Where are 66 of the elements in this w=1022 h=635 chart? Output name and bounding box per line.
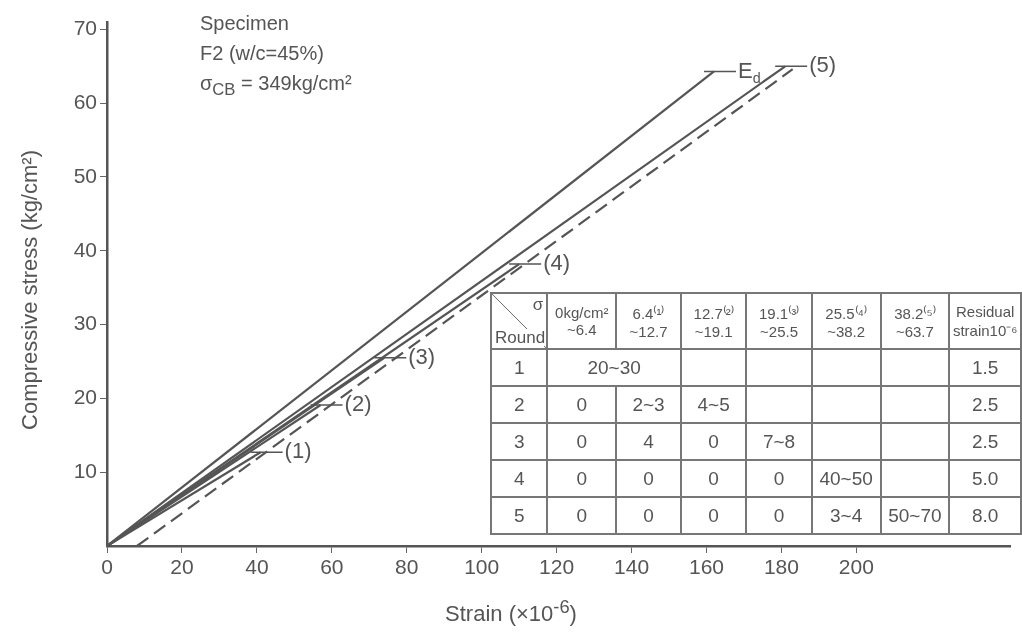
text: 0 — [576, 467, 588, 489]
x-tick-label: 0kg/cm² ~6.4 — [547, 293, 617, 349]
text: 50~70 — [888, 504, 942, 526]
text: 0 — [773, 504, 785, 526]
x-tick-label: 60 — [320, 555, 344, 579]
text: 40~50 — [819, 467, 873, 489]
y-tick-label: 10 — [73, 458, 97, 482]
text: 0 — [708, 467, 719, 489]
text: 1.5 — [971, 356, 999, 378]
y-axis-title: Round — [495, 328, 546, 347]
x-tick-label: 38.2⁽⁵⁾ ~63.7 — [880, 293, 950, 349]
annotation: F2 (w/c=45%) — [200, 42, 324, 65]
text: 7~8 — [762, 430, 796, 452]
annotation: Specimen — [200, 12, 289, 35]
text: 2~3 — [632, 393, 665, 415]
y-tick-label: 50 — [73, 163, 97, 187]
y-axis-title: Compressive stress (kg/cm²) — [17, 150, 43, 430]
x-tick-label: 100 — [464, 555, 500, 579]
text: 0 — [773, 467, 785, 489]
x-axis-title: σ — [532, 295, 544, 314]
y-tick-label: 20 — [73, 385, 97, 409]
legend-label: (3) — [408, 343, 436, 369]
legend-label: (1) — [284, 438, 312, 464]
x-tick-label: 200 — [838, 555, 874, 579]
y-tick-label: 60 — [73, 89, 97, 113]
x-tick-label: 40 — [245, 555, 269, 579]
text: 4~5 — [697, 393, 730, 415]
text: 0 — [708, 430, 719, 452]
x-tick-label: 120 — [539, 555, 575, 579]
y-tick-label: 40 — [73, 237, 97, 261]
text: 8.0 — [971, 504, 999, 526]
x-tick-label: 19.1⁽³⁾ ~25.5 — [746, 293, 812, 349]
text: 20~30 — [587, 356, 641, 378]
text: 2.5 — [971, 393, 999, 415]
y-tick-label: 3 — [491, 423, 548, 460]
y-tick-label: 30 — [73, 311, 97, 335]
y-tick-label: 2 — [491, 386, 548, 423]
x-tick-label: 80 — [395, 555, 419, 579]
text: 0 — [576, 504, 588, 526]
y-tick-label: 70 — [73, 16, 97, 40]
x-tick-label: 20 — [170, 555, 194, 579]
annotation: σ$_{CB}$ = 349kg/cm² — [200, 72, 352, 100]
x-tick-label: 180 — [763, 555, 799, 579]
x-tick-label: 6.4⁽¹⁾ ~12.7 — [616, 293, 681, 349]
y-tick-label: 1 — [491, 349, 548, 386]
legend-label: (2) — [344, 391, 372, 417]
text: 0 — [643, 467, 654, 489]
x-tick-label: 0 — [101, 555, 113, 579]
x-tick-label: Residual strain10⁻⁶ — [949, 293, 1021, 349]
legend-label: (4) — [543, 250, 571, 276]
text: 0 — [576, 430, 588, 452]
text: 0 — [708, 504, 719, 526]
text: 2.5 — [971, 430, 999, 452]
y-tick-label: 4 — [491, 460, 548, 497]
x-tick-label: 160 — [688, 555, 725, 579]
text: 0 — [576, 393, 588, 415]
x-tick-label: 25.5⁽⁴⁾ ~38.2 — [811, 293, 881, 349]
y-tick-label: 5 — [491, 497, 548, 534]
category-label: 4 — [643, 430, 654, 452]
text: 3~4 — [830, 504, 863, 526]
text: 0 — [643, 504, 654, 526]
x-tick-label: 140 — [614, 555, 650, 579]
legend-label: (5) — [809, 52, 837, 78]
text: 5.0 — [971, 467, 999, 489]
x-axis-title: Strain (×10$^{-6}$) — [444, 596, 578, 628]
x-tick-label: 12.7⁽²⁾ ~19.1 — [680, 293, 747, 349]
